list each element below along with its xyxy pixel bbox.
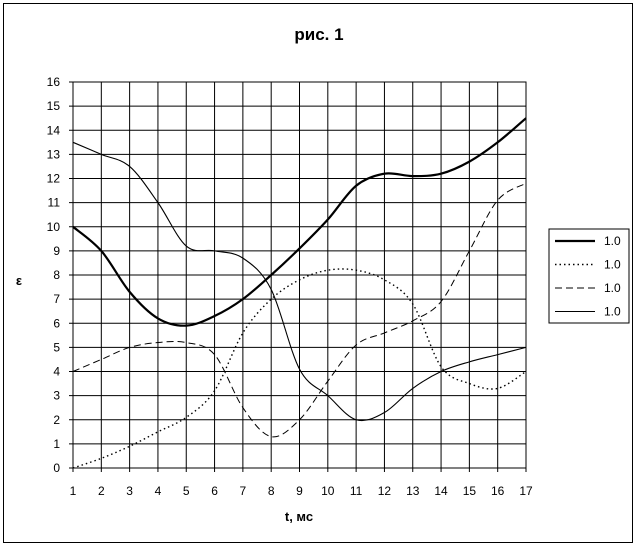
- legend-label-4: 1.0: [604, 305, 621, 319]
- y-tick-label: 12: [47, 172, 61, 186]
- x-axis-label: t, мс: [285, 509, 313, 524]
- x-tick-label: 10: [321, 484, 335, 498]
- x-tick-label: 6: [211, 484, 218, 498]
- y-tick-label: 9: [53, 244, 60, 258]
- x-tick-label: 1: [70, 484, 77, 498]
- y-tick-label: 4: [53, 365, 60, 379]
- y-tick-label: 16: [47, 75, 61, 89]
- legend-label-2: 1.0: [604, 258, 621, 272]
- y-tick-label: 10: [47, 220, 61, 234]
- x-tick-label: 3: [126, 484, 133, 498]
- series-line-3: [72, 182, 527, 438]
- y-tick-label: 11: [48, 196, 61, 210]
- series-layer: [72, 117, 527, 469]
- series-line-4: [72, 141, 527, 422]
- x-tick-label: 14: [434, 484, 448, 498]
- x-tick-label: 8: [268, 484, 275, 498]
- x-tick-label: 4: [155, 484, 162, 498]
- y-tick-label: 0: [53, 461, 60, 475]
- legend-label-1: 1.0: [604, 234, 621, 248]
- y-tick-label: 6: [53, 316, 60, 330]
- x-tick-label: 16: [491, 484, 505, 498]
- x-tick-label: 9: [296, 484, 303, 498]
- chart-title: рис. 1: [294, 25, 343, 44]
- x-tick-label: 12: [378, 484, 392, 498]
- y-axis-label: ε: [16, 273, 22, 288]
- x-tick-label: 2: [98, 484, 105, 498]
- x-tick-label: 17: [519, 484, 533, 498]
- x-tick-label: 7: [240, 484, 247, 498]
- x-tick-label: 11: [350, 484, 363, 498]
- y-tick-label: 15: [47, 99, 61, 113]
- y-tick-label: 13: [47, 147, 61, 161]
- y-tick-label: 8: [53, 268, 60, 282]
- x-tick-label: 5: [183, 484, 190, 498]
- y-tick-label: 3: [53, 389, 60, 403]
- legend-box: [548, 228, 630, 324]
- y-tick-label: 7: [53, 292, 60, 306]
- x-tick-label: 13: [406, 484, 420, 498]
- y-tick-label: 14: [47, 123, 61, 137]
- y-tick-label: 2: [53, 413, 60, 427]
- legend-label-3: 1.0: [604, 281, 621, 295]
- series-line-2: [72, 268, 527, 469]
- gridlines: [69, 81, 527, 472]
- y-tick-label: 1: [53, 437, 60, 451]
- series-line-1: [72, 117, 527, 327]
- x-tick-label: 15: [463, 484, 477, 498]
- legend: 1.0 1.0 1.0 1.0: [548, 228, 630, 324]
- y-tick-label: 5: [53, 340, 60, 354]
